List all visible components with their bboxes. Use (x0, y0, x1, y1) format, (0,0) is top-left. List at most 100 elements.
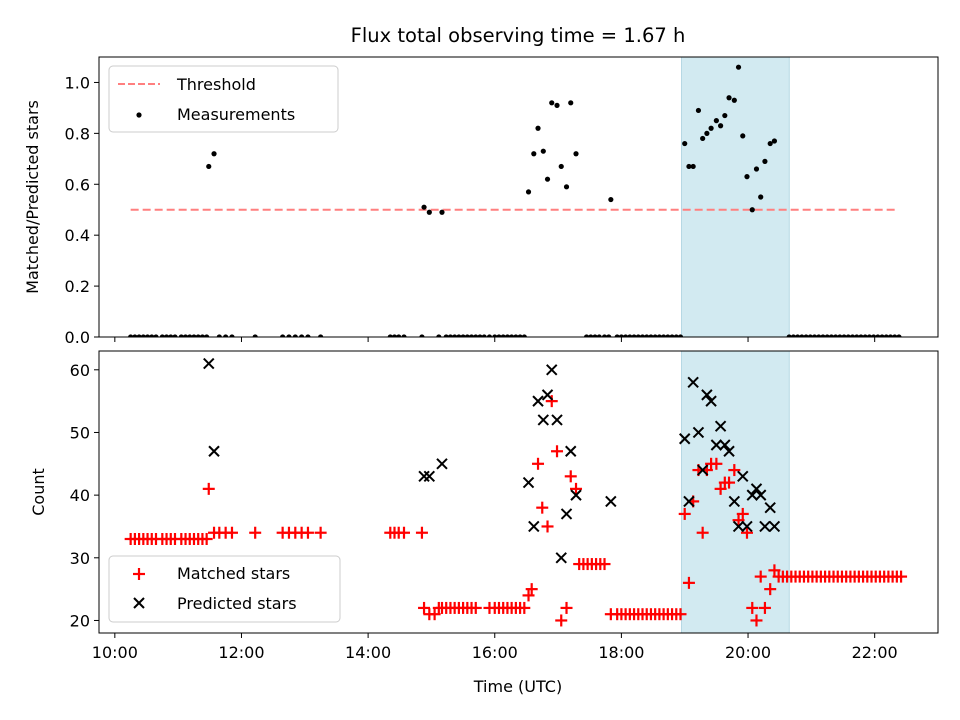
measurement-point (223, 334, 229, 337)
matched-star-point (598, 558, 611, 571)
matched-star-point (522, 589, 535, 602)
matched-star-point (397, 526, 410, 539)
predicted-star-point (532, 395, 544, 407)
legend-measurements-swatch (136, 112, 142, 118)
measurement-point (136, 334, 142, 337)
bottom-legend: Matched stars Predicted stars (108, 555, 341, 623)
predicted-star-point (687, 376, 699, 389)
measurement-point (644, 334, 650, 337)
measurement-point (740, 133, 746, 139)
predicted-star-point (423, 470, 436, 483)
measurement-point (803, 334, 809, 337)
predicted-star-point (746, 489, 758, 501)
measurement-point (588, 334, 594, 337)
measurement-point (592, 334, 598, 337)
measurement-point (695, 107, 702, 114)
measurement-point (816, 334, 822, 337)
predicted-star-point (701, 389, 713, 401)
measurement-point (563, 184, 570, 190)
measurement-point (468, 334, 475, 337)
bottom-y-tick-label: 20 (70, 611, 90, 630)
predicted-star-point (537, 414, 550, 426)
matched-star-point (754, 570, 767, 583)
predicted-star-point (555, 552, 567, 564)
measurement-point (544, 176, 551, 182)
matched-star-point (418, 601, 431, 614)
measurement-point (686, 163, 692, 170)
measurement-point (837, 334, 843, 337)
measurement-point (204, 334, 210, 337)
matched-star-point (518, 601, 531, 614)
measurement-point (722, 112, 728, 119)
measurement-point (477, 334, 483, 337)
measurement-point (187, 334, 193, 337)
measurement-point (517, 334, 523, 337)
measurement-point (554, 102, 560, 108)
predicted-star-point (754, 489, 767, 501)
measurement-point (753, 166, 760, 172)
measurement-point (149, 334, 155, 337)
measurement-point (677, 334, 684, 337)
measurement-point (656, 334, 662, 337)
measurement-point (795, 334, 801, 337)
measurement-point (704, 130, 710, 136)
predicted-star-point (719, 439, 731, 451)
measurement-point (682, 140, 688, 147)
predicted-stars-series (203, 357, 781, 564)
measurement-point (252, 334, 258, 337)
matched-star-point (541, 520, 554, 533)
matched-star-point (764, 583, 777, 596)
measurement-point (596, 334, 602, 337)
measurement-point (614, 334, 620, 337)
measurement-point (419, 334, 425, 337)
matched-star-point (555, 614, 568, 627)
measurement-point (771, 138, 778, 144)
matched-star-point (469, 601, 482, 614)
measurement-point (726, 95, 732, 101)
measurement-point (606, 334, 612, 337)
chart-title: Flux total observing time = 1.67 h (351, 24, 686, 47)
measurement-point (669, 334, 675, 337)
highlight-span (681, 350, 790, 634)
measurement-point (758, 194, 764, 200)
bottom-panel: 20 30 40 50 60 10:00 12:00 14:00 16:00 18:00 20:0… (29, 350, 939, 696)
measurement-point (807, 334, 813, 337)
matched-star-point (225, 526, 238, 539)
measurement-point (132, 334, 138, 337)
legend-matched-swatch (133, 568, 145, 580)
measurement-point (717, 123, 724, 129)
measurement-point (858, 334, 864, 337)
legend-matched-label: Matched stars (177, 564, 290, 583)
measurement-point (229, 334, 235, 337)
measurement-point (735, 64, 742, 70)
matched-star-point (551, 445, 564, 458)
measurement-point (690, 163, 696, 170)
predicted-star-point (696, 464, 709, 476)
measurement-point (500, 334, 506, 337)
top-panel: 0.0 0.2 0.4 0.6 0.8 1.0 Matched/Predicted sta… (23, 56, 939, 347)
predicted-star-point (714, 420, 727, 432)
predicted-star-point (705, 395, 717, 407)
x-tick-label: 14:00 (345, 643, 391, 662)
measurement-point (168, 334, 174, 337)
measurement-point (426, 209, 432, 215)
measurement-point (871, 334, 877, 337)
predicted-star-point (528, 520, 540, 533)
measurement-point (396, 334, 402, 337)
top-y-tick-label: 0.8 (65, 124, 90, 143)
measurement-point (875, 334, 881, 337)
measurement-point (841, 334, 847, 337)
measurement-point (749, 207, 755, 213)
measurement-point (144, 334, 151, 337)
measurement-point (178, 334, 184, 337)
measurement-point (623, 334, 629, 337)
measurement-point (635, 334, 641, 337)
measurement-point (286, 334, 292, 337)
measurement-point (211, 151, 217, 157)
measurement-point (513, 334, 519, 337)
measurement-point (199, 334, 206, 337)
measurement-point (436, 334, 442, 337)
measurement-point (447, 334, 454, 337)
measurement-point (665, 334, 671, 337)
